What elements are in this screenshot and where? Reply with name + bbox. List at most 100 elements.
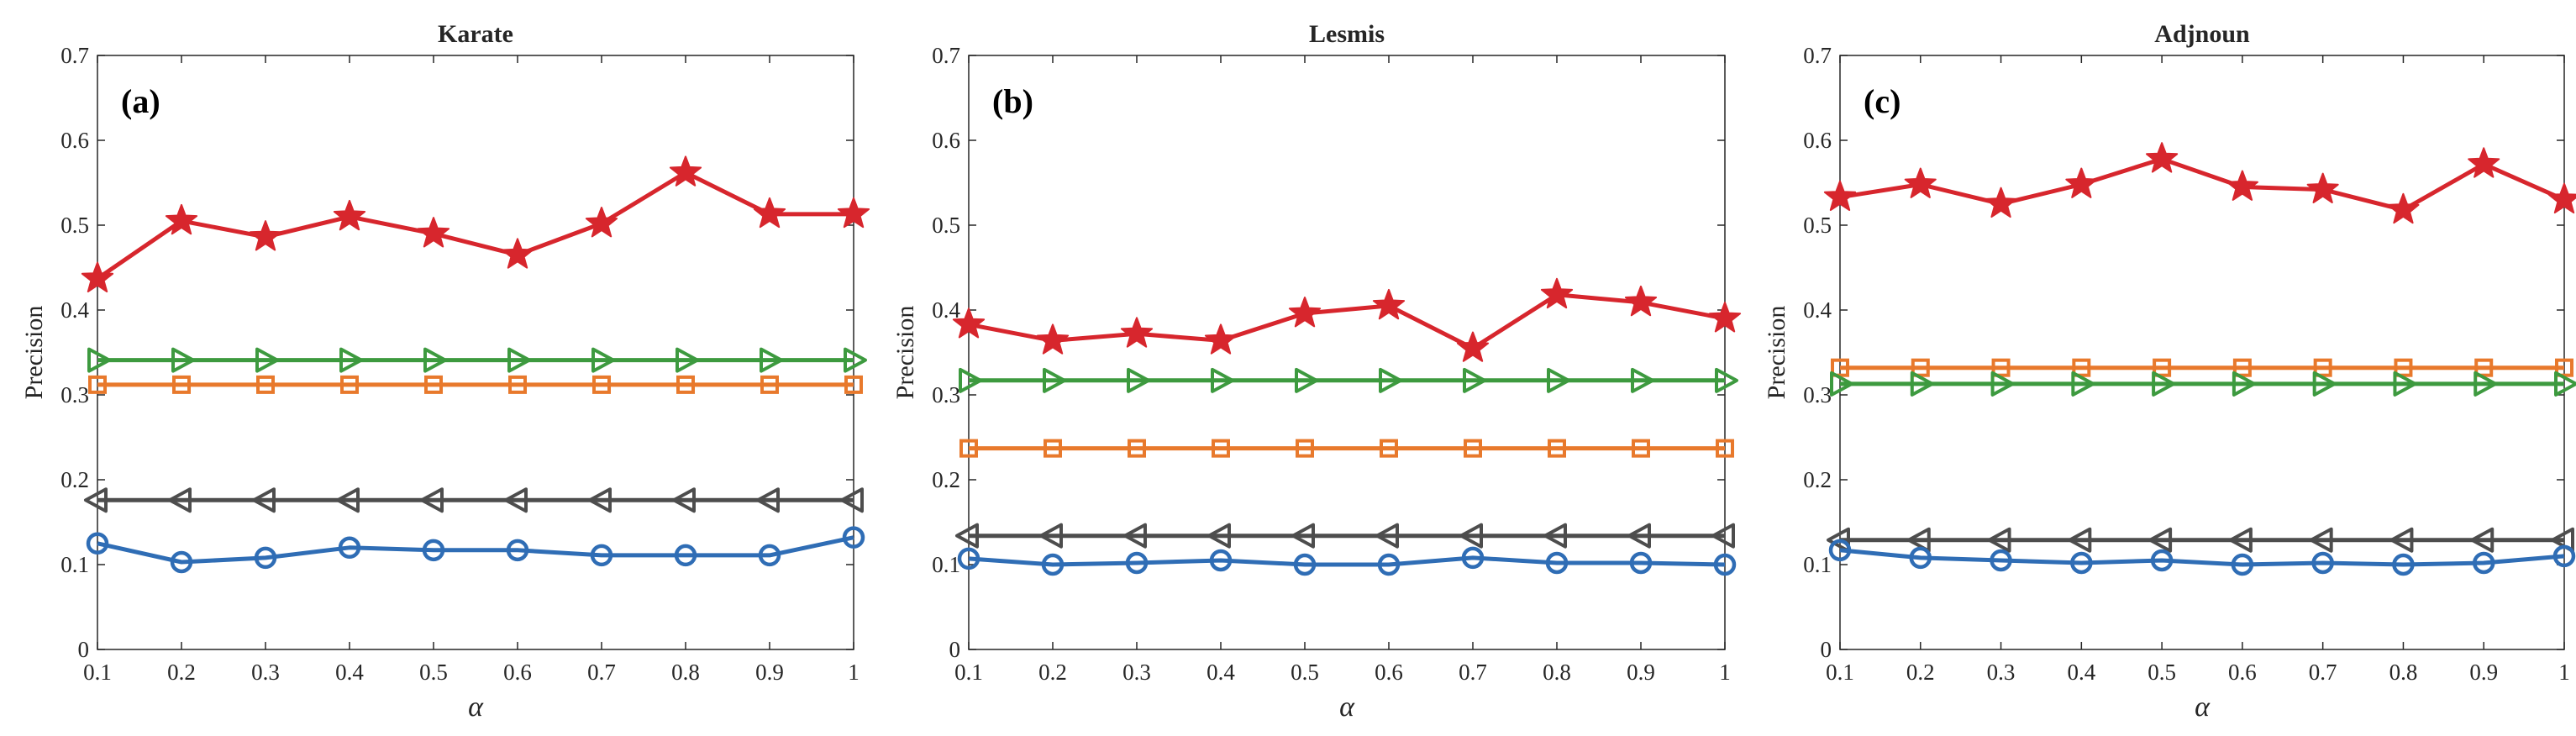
- data-point-triangle-right: [339, 347, 363, 373]
- data-point-star: [165, 203, 198, 235]
- data-point-triangle-right: [591, 347, 615, 373]
- x-tick-label: 0.6: [503, 660, 532, 685]
- data-point-triangle-right: [1910, 371, 1934, 397]
- data-point-square: [2474, 358, 2494, 377]
- x-tick-label: 0.6: [2228, 660, 2257, 685]
- data-point-circle: [1990, 549, 2012, 572]
- y-tick-label: 0.2: [60, 467, 89, 492]
- data-point-triangle-left: [1207, 523, 1231, 549]
- data-point-triangle-right: [1547, 367, 1570, 393]
- x-tick-label: 0.8: [671, 660, 700, 685]
- data-point-square: [1831, 358, 1849, 377]
- data-point-triangle-left: [1627, 523, 1651, 549]
- data-point-circle: [1377, 553, 1401, 576]
- data-point-circle: [1293, 553, 1317, 576]
- data-point-square: [676, 375, 695, 394]
- data-point-triangle-left: [1039, 523, 1063, 549]
- data-point-triangle-right: [2232, 371, 2256, 397]
- data-point-triangle-left: [1827, 527, 1850, 553]
- x-tick-label: 0.5: [419, 660, 448, 685]
- data-point-star: [2065, 167, 2098, 198]
- data-point-square: [1464, 439, 1482, 458]
- data-point-triangle-right: [255, 347, 279, 373]
- x-axis-label: α: [468, 691, 484, 723]
- series-line-circle: [97, 535, 854, 565]
- data-point-circle: [1461, 546, 1485, 570]
- data-point-square: [1128, 439, 1146, 458]
- y-tick-label: 0.6: [1803, 128, 1832, 153]
- data-point-triangle-right: [1990, 371, 2015, 397]
- y-tick-label: 0.5: [60, 213, 89, 238]
- y-tick-label: 0.1: [1803, 552, 1832, 577]
- panel-label: (c): [1864, 82, 1900, 120]
- data-point-triangle-right: [2473, 371, 2498, 397]
- series-square: [88, 375, 863, 394]
- x-tick-label: 1: [2558, 660, 2570, 685]
- data-point-star: [1985, 187, 2017, 218]
- series-triangle-right: [87, 347, 867, 373]
- data-point-circle: [2552, 544, 2576, 568]
- y-tick-label: 0.1: [932, 552, 960, 577]
- data-point-square: [1548, 439, 1566, 458]
- y-tick-label: 0: [78, 637, 90, 662]
- y-tick-label: 0.4: [1803, 297, 1832, 323]
- data-point-triangle-left: [672, 487, 696, 513]
- data-point-square: [172, 375, 191, 394]
- data-point-triangle-left: [1291, 523, 1315, 549]
- data-point-star: [2226, 170, 2258, 201]
- data-point-star: [1372, 288, 1406, 320]
- y-tick-label: 0.3: [932, 382, 960, 407]
- x-tick-label: 0.3: [1122, 660, 1151, 685]
- x-tick-label: 0.3: [251, 660, 280, 685]
- data-point-circle: [1125, 551, 1149, 575]
- series-line-star: [1839, 156, 2566, 213]
- x-tick-label: 0.4: [1207, 660, 1235, 685]
- data-point-star: [753, 197, 786, 229]
- data-point-circle: [170, 550, 193, 574]
- series-triangle-right: [1830, 371, 2576, 397]
- data-point-triangle-left: [1459, 523, 1483, 549]
- y-tick-label: 0.1: [60, 552, 89, 577]
- x-tick-label: 0.4: [335, 660, 364, 685]
- data-point-square: [256, 375, 275, 394]
- data-point-square: [2313, 358, 2332, 377]
- data-point-circle: [1909, 546, 1932, 570]
- data-point-circle: [2392, 553, 2415, 576]
- series-line-circle: [1839, 548, 2565, 567]
- data-point-star: [2387, 192, 2420, 224]
- data-point-square: [1044, 439, 1062, 458]
- chart-title: Lesmis: [1309, 20, 1385, 48]
- y-axis-label: Precision: [20, 306, 48, 400]
- data-point-circle: [254, 546, 277, 570]
- plot-frame: [968, 55, 1726, 650]
- data-point-triangle-left: [2309, 527, 2333, 553]
- data-point-star: [1904, 167, 1937, 198]
- data-point-triangle-right: [2312, 371, 2337, 397]
- series-circle: [1828, 539, 2576, 576]
- series-star: [952, 277, 1742, 362]
- data-point-circle: [422, 539, 445, 562]
- y-tick-label: 0: [1821, 637, 1832, 662]
- data-point-circle: [590, 544, 613, 567]
- x-tick-label: 0.8: [2389, 660, 2418, 685]
- data-point-triangle-left: [2228, 527, 2253, 553]
- y-tick-label: 0.5: [1803, 213, 1832, 238]
- data-point-circle: [674, 544, 697, 567]
- series-star: [81, 155, 870, 292]
- data-point-circle: [338, 536, 361, 560]
- data-point-triangle-left: [2470, 527, 2495, 553]
- y-tick-label: 0.3: [1803, 382, 1832, 407]
- data-point-triangle-right: [1043, 367, 1066, 393]
- x-tick-label: 1: [848, 660, 860, 685]
- data-point-triangle-left: [84, 487, 108, 513]
- data-point-triangle-right: [1830, 371, 1853, 397]
- y-tick-label: 0.6: [60, 128, 89, 153]
- data-point-star: [81, 261, 114, 292]
- data-point-triangle-right: [760, 347, 783, 373]
- data-point-square: [2072, 358, 2091, 377]
- data-point-star: [417, 217, 450, 248]
- x-tick-label: 1: [1719, 660, 1731, 685]
- x-axis-label: α: [1339, 691, 1355, 723]
- x-tick-label: 0.2: [1906, 660, 1935, 685]
- x-tick-label: 0.3: [1987, 660, 2016, 685]
